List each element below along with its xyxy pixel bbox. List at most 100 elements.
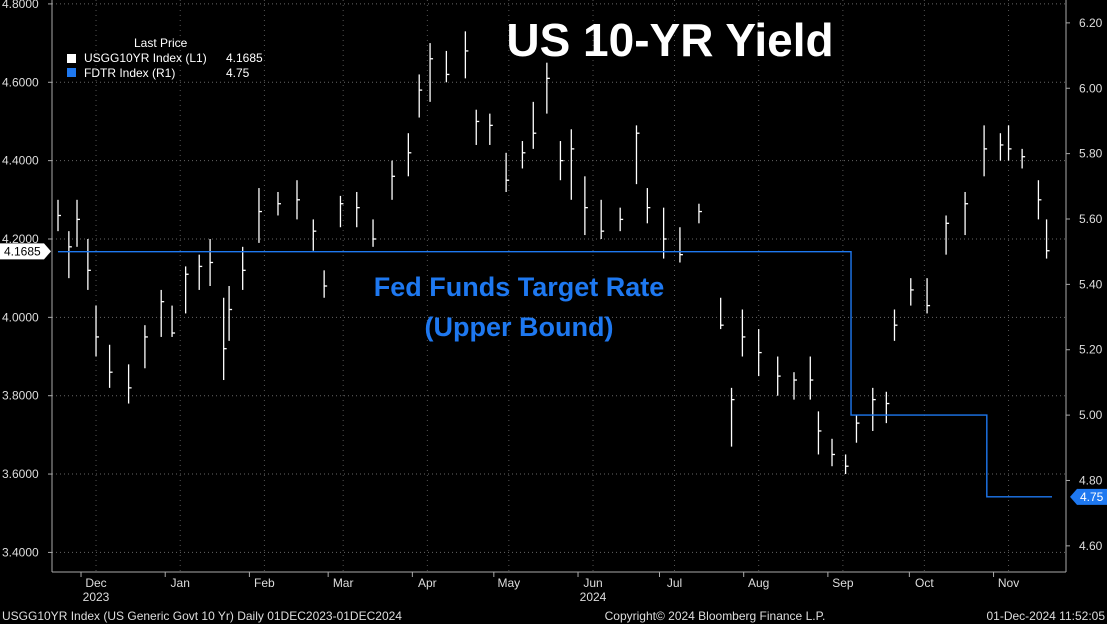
- month-label: Aug: [748, 576, 769, 590]
- yield-bar: [872, 387, 876, 431]
- right-tick-label: 5.20: [1079, 343, 1103, 357]
- yield-bar: [418, 74, 423, 118]
- yield-bar: [584, 176, 588, 236]
- year-label: 2023: [83, 590, 110, 604]
- footer-center: Copyright© 2024 Bloomberg Finance L.P.: [605, 609, 826, 623]
- legend-value-fed: 4.75: [226, 66, 250, 80]
- left-tick-label: 3.8000: [2, 389, 39, 403]
- yield-hlc-bars: [57, 31, 1050, 475]
- yield-bar: [489, 113, 493, 145]
- yield-bar: [999, 133, 1004, 161]
- yield-bar: [720, 297, 724, 330]
- month-label: Oct: [915, 576, 934, 590]
- annotation-line-1: Fed Funds Target Rate: [374, 272, 665, 302]
- yield-bar: [926, 278, 931, 314]
- right-tick-label: 6.00: [1079, 81, 1103, 95]
- yield-bar: [679, 227, 683, 263]
- yield-bar: [464, 31, 469, 79]
- right-tick-label: 5.40: [1079, 277, 1103, 291]
- left-last-value: 4.1685: [4, 244, 41, 258]
- yield-bar: [445, 50, 450, 83]
- month-label: Feb: [254, 576, 275, 590]
- axes: [48, 0, 1070, 577]
- yield-bar: [68, 231, 72, 279]
- yield-bar: [793, 372, 797, 400]
- yield-bar: [698, 203, 702, 224]
- yield-bar: [323, 270, 328, 298]
- yield-bar: [429, 43, 434, 102]
- yield-bar: [662, 207, 667, 259]
- yield-bar: [817, 411, 822, 455]
- left-tick-label: 4.4000: [2, 154, 39, 168]
- legend-name-fed: FDTR Index (R1): [84, 66, 175, 80]
- footer-left: USGG10YR Index (US Generic Govt 10 Yr) D…: [2, 609, 402, 623]
- right-last-value-tag: 4.75: [1070, 488, 1107, 505]
- yield-bar: [809, 356, 814, 400]
- month-label: Jul: [667, 576, 682, 590]
- left-tick-label: 4.6000: [2, 75, 39, 89]
- legend-swatch-yield: [67, 54, 76, 63]
- yield-bar: [407, 133, 412, 177]
- year-label: 2024: [580, 590, 607, 604]
- yield-bar: [144, 325, 148, 369]
- yield-bar: [635, 125, 640, 185]
- yield-bar: [198, 254, 203, 290]
- left-tick-label: 3.6000: [2, 467, 39, 481]
- left-last-value-tag: 4.1685: [0, 243, 51, 260]
- month-label: May: [497, 576, 520, 590]
- legend-swatch-fed: [67, 68, 76, 77]
- fed-funds-step-line: [58, 250, 1052, 498]
- yield-bar: [546, 62, 550, 114]
- yield-bar: [312, 219, 317, 251]
- right-tick-label: 5.00: [1079, 408, 1103, 422]
- right-tick-label: 4.60: [1079, 539, 1103, 553]
- yield-bar: [1021, 148, 1026, 169]
- yield-bar: [600, 199, 605, 239]
- yield-bar: [844, 454, 849, 475]
- yield-bar: [87, 238, 91, 290]
- yield-bar: [521, 141, 526, 169]
- yield-bar: [945, 215, 950, 255]
- right-tick-label: 5.60: [1079, 212, 1103, 226]
- chart-title: US 10-YR Yield: [506, 14, 833, 66]
- yield-bar: [758, 329, 762, 377]
- month-label: Mar: [333, 576, 354, 590]
- yield-bar: [372, 219, 377, 247]
- legend-value-yield: 4.1685: [226, 51, 263, 65]
- yield-bar: [277, 191, 281, 216]
- yield-bar: [57, 199, 61, 232]
- yield-bar: [184, 266, 189, 314]
- yield-bar: [777, 356, 781, 396]
- month-label: Jun: [583, 576, 602, 590]
- grid-lines: [52, 0, 1066, 572]
- month-label: Sep: [832, 576, 854, 590]
- footer-right: 01-Dec-2024 11:52:05: [986, 609, 1105, 623]
- month-label: Dec: [85, 576, 106, 590]
- yield-bar: [855, 415, 860, 443]
- yield-bar: [532, 101, 537, 149]
- yield-bar: [893, 309, 898, 341]
- left-tick-label: 4.2000: [2, 232, 39, 246]
- yield-bar: [619, 207, 624, 232]
- left-tick-label: 3.4000: [2, 545, 39, 559]
- yield-bar: [339, 195, 344, 228]
- yield-bar: [741, 309, 746, 357]
- yield-bar: [559, 141, 564, 181]
- yield-bar: [171, 305, 176, 337]
- yield-bar: [885, 391, 890, 424]
- legend: Last Price USGG10YR Index (L1) 4.1685 FD…: [67, 36, 263, 80]
- annotation-line-2: (Upper Bound): [425, 312, 614, 342]
- yield-bar: [1007, 125, 1012, 161]
- month-label: Nov: [998, 576, 1019, 590]
- legend-name-yield: USGG10YR Index (L1): [84, 51, 207, 65]
- yield-bar: [127, 364, 132, 404]
- yield-bar: [160, 289, 165, 337]
- month-label: Jan: [171, 576, 190, 590]
- yield-bar: [228, 286, 233, 341]
- left-tick-label: 4.0000: [2, 310, 39, 324]
- yield-bar: [1037, 180, 1042, 220]
- yield-bar: [296, 180, 300, 220]
- left-tick-label: 4.8000: [2, 0, 39, 11]
- yield-bar: [209, 238, 214, 286]
